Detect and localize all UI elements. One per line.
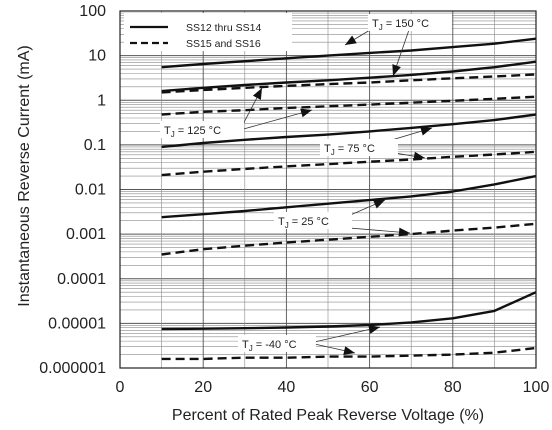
y-tick-label: 1: [97, 92, 106, 109]
x-tick-label: 100: [523, 379, 550, 396]
series-line-ss12-ss14-125: [161, 60, 537, 93]
y-tick-label: 0.001: [66, 226, 106, 243]
annotation-arrowhead: [373, 200, 385, 209]
annotation-label: TJ = 150 °C: [372, 18, 429, 32]
annotation-label: TJ = 25 °C: [278, 216, 329, 230]
x-tick-label: 0: [116, 379, 125, 396]
annotation-arrowhead: [252, 88, 262, 100]
x-axis-label: Percent of Rated Peak Reverse Voltage (%…: [172, 407, 484, 424]
annotation-label: TJ = -40 °C: [242, 339, 297, 353]
y-tick-label: 0.00001: [48, 315, 106, 332]
annotation-label: TJ = 125 °C: [164, 125, 221, 139]
series-line-ss15-ss16-75: [161, 150, 537, 177]
series-line-ss15-ss16-125: [161, 95, 537, 116]
series-line-ss12-ss14-150: [161, 37, 537, 69]
annotation-arrowhead: [368, 325, 380, 334]
x-tick-label: 20: [194, 379, 212, 396]
annotation-arrowhead: [398, 227, 410, 237]
series-line-ss12-ss14-75: [161, 113, 537, 149]
annotation-tj-75: TJ = 75 °C: [320, 139, 398, 157]
annotation-arrowhead: [345, 35, 357, 45]
series-line-ss12-ss14-minus40: [161, 291, 537, 331]
y-tick-label: 0.000001: [39, 360, 106, 377]
x-tick-label: 80: [444, 379, 462, 396]
y-tick-label: 100: [79, 3, 106, 20]
series-line-ss15-ss16-minus40: [161, 346, 537, 361]
x-tick-label: 40: [278, 379, 296, 396]
annotation-bg: [368, 14, 452, 31]
series-lines: [161, 37, 537, 361]
axis-ticks: 0 20 40 60 80 100 100 10 1 0.1 0.01 0.001 0.0001 0.00…: [39, 3, 549, 396]
temperature-annotations: TJ = 150 °C TJ = 125 °C TJ = 75 °C TJ = …: [160, 14, 452, 353]
series-line-ss12-ss14-25: [161, 174, 537, 219]
y-tick-label: 0.01: [75, 182, 106, 199]
legend: SS12 thru SS14 SS15 and SS16: [124, 13, 292, 51]
annotation-tj-125: TJ = 125 °C: [160, 121, 244, 139]
legend-label-ss12-ss14: SS12 thru SS14: [186, 22, 261, 34]
series-line-ss15-ss16-25: [161, 222, 537, 256]
y-tick-label: 0.0001: [57, 271, 106, 288]
y-tick-label: 0.1: [84, 137, 106, 154]
annotation-bg: [320, 139, 398, 156]
y-tick-label: 10: [88, 48, 106, 65]
annotation-bg: [238, 335, 316, 352]
annotation-bg: [160, 121, 244, 138]
annotation-leader: [239, 109, 313, 131]
annotation-arrowhead: [300, 108, 312, 118]
annotation-label: TJ = 75 °C: [324, 143, 375, 157]
annotation-tj-150: TJ = 150 °C: [368, 14, 452, 32]
annotation-arrowhead: [392, 64, 401, 76]
annotation-arrowhead: [420, 126, 432, 136]
plot-frame: [119, 10, 537, 369]
y-axis-label: Instantaneous Reverse Current (mA): [16, 45, 33, 306]
series-line-ss15-ss16-150: [161, 73, 537, 94]
annotation-bg: [274, 212, 352, 229]
annotation-arrowhead: [413, 151, 425, 161]
legend-label-ss15-ss16: SS15 and SS16: [186, 38, 261, 50]
legend-box: [124, 13, 292, 51]
annotation-tj-minus40: TJ = -40 °C: [238, 335, 316, 353]
annotation-leader: [309, 326, 381, 344]
annotation-arrowhead: [343, 346, 355, 356]
annotation-tj-25: TJ = 25 °C: [274, 212, 352, 230]
x-tick-label: 60: [361, 379, 379, 396]
